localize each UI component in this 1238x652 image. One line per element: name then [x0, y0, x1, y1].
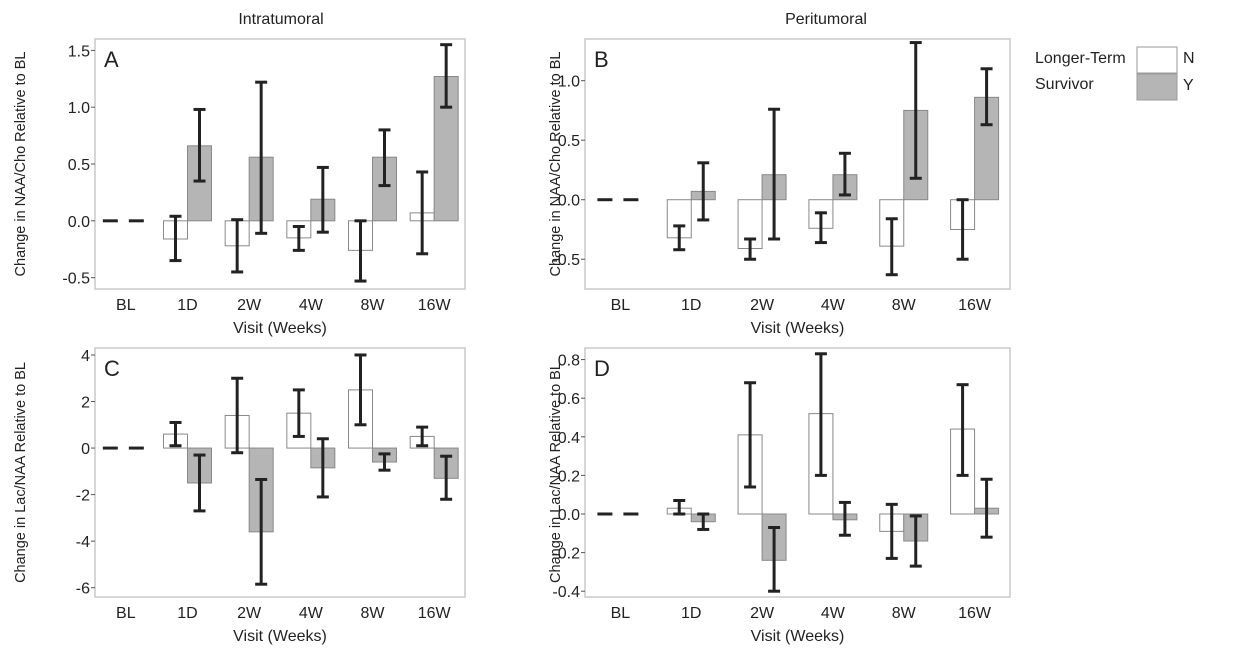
- panel-letter: B: [594, 47, 609, 72]
- y-tick-label: 0.4: [558, 430, 580, 447]
- x-tick-label: 4W: [299, 605, 324, 622]
- bar-y: [187, 145, 212, 222]
- x-tick-label: 4W: [821, 297, 846, 314]
- x-tick-label: 1D: [681, 605, 701, 622]
- x-tick-label: 2W: [237, 605, 262, 622]
- x-axis-label: Visit (Weeks): [233, 628, 327, 645]
- y-tick-label: 0.0: [68, 214, 90, 231]
- x-tick-label: 2W: [237, 297, 262, 314]
- plot-frame: [94, 38, 466, 290]
- x-axis-label: Visit (Weeks): [751, 628, 845, 645]
- y-tick-label: 0.5: [68, 157, 90, 174]
- y-tick-label: -0.4: [552, 584, 580, 601]
- legend-swatch-n: [1136, 46, 1178, 74]
- x-tick-label: 1D: [681, 297, 701, 314]
- panel-letter: D: [594, 356, 610, 381]
- x-tick-label: BL: [611, 605, 631, 622]
- legend-title-line2: Survivor: [1035, 76, 1094, 93]
- legend-swatch-y: [1136, 73, 1178, 101]
- x-axis-label: Visit (Weeks): [751, 320, 845, 337]
- y-tick-label: 0.5: [558, 133, 580, 150]
- y-tick-label: 1.0: [68, 100, 90, 117]
- y-tick-label: 0.6: [558, 391, 580, 408]
- y-tick-label: 0: [81, 441, 90, 458]
- y-tick-label: 1.5: [68, 43, 90, 60]
- panel-letter: A: [104, 47, 119, 72]
- plot-frame: [584, 38, 1011, 290]
- x-axis-label: Visit (Weeks): [233, 320, 327, 337]
- x-tick-label: 8W: [892, 605, 917, 622]
- panel-c: C4 2 0 -2 -4 -6 Change in Lac/NAA Relative to …: [13, 347, 466, 645]
- x-tick-label: 4W: [821, 605, 846, 622]
- x-tick-label: 2W: [750, 605, 775, 622]
- y-tick-label: -0.5: [62, 271, 90, 288]
- legend: Longer-Term Survivor N Y: [1035, 46, 1195, 101]
- y-tick-label: -4: [76, 534, 90, 551]
- y-tick-label: -2: [76, 488, 90, 505]
- legend-title-line1: Longer-Term: [1035, 50, 1126, 67]
- y-tick-label: 2: [81, 395, 90, 412]
- x-tick-label: BL: [116, 605, 136, 622]
- panel-a: A 1.5 1.0 0.5 0.0 -0.5 Change in NAA/Cho Relat…: [13, 38, 466, 337]
- y-tick-label: 4: [81, 348, 90, 365]
- x-tick-label: 1D: [177, 605, 197, 622]
- plot-frame: [94, 347, 466, 598]
- y-tick-label: 0.2: [558, 468, 580, 485]
- plot-frame: [584, 347, 1011, 598]
- x-tick-label: 16W: [958, 297, 992, 314]
- y-axis-label: Change in Lac/NAA Relative to BL: [548, 362, 564, 583]
- y-tick-label: 1.0: [558, 74, 580, 91]
- col-title-intratumoral: Intratumoral: [238, 11, 323, 28]
- col-title-peritumoral: Peritumoral: [785, 11, 867, 28]
- x-tick-label: BL: [611, 297, 631, 314]
- x-tick-label: 2W: [750, 297, 775, 314]
- x-tick-label: 8W: [361, 297, 386, 314]
- y-tick-label: 0.0: [558, 507, 580, 524]
- panel-letter: C: [104, 356, 120, 381]
- y-tick-label: -0.5: [552, 252, 580, 269]
- x-tick-label: 4W: [299, 297, 324, 314]
- y-tick-label: 0.0: [558, 193, 580, 210]
- y-tick-label: -0.2: [552, 546, 580, 563]
- x-tick-label: 16W: [958, 605, 992, 622]
- x-tick-label: 16W: [418, 605, 452, 622]
- y-axis-label: Change in NAA/Cho Relative to BL: [13, 52, 29, 277]
- x-tick-label: BL: [116, 297, 136, 314]
- x-tick-label: 8W: [892, 297, 917, 314]
- legend-label-y: Y: [1183, 77, 1194, 94]
- y-axis-label: Change in NAA/Cho Relative to BL: [548, 52, 564, 277]
- x-tick-label: 16W: [418, 297, 452, 314]
- y-tick-label: 0.8: [558, 353, 580, 370]
- y-tick-label: -6: [76, 581, 90, 598]
- x-tick-label: 1D: [177, 297, 197, 314]
- legend-label-n: N: [1183, 50, 1195, 67]
- x-tick-label: 8W: [361, 605, 386, 622]
- y-axis-label: Change in Lac/NAA Relative to BL: [13, 362, 29, 583]
